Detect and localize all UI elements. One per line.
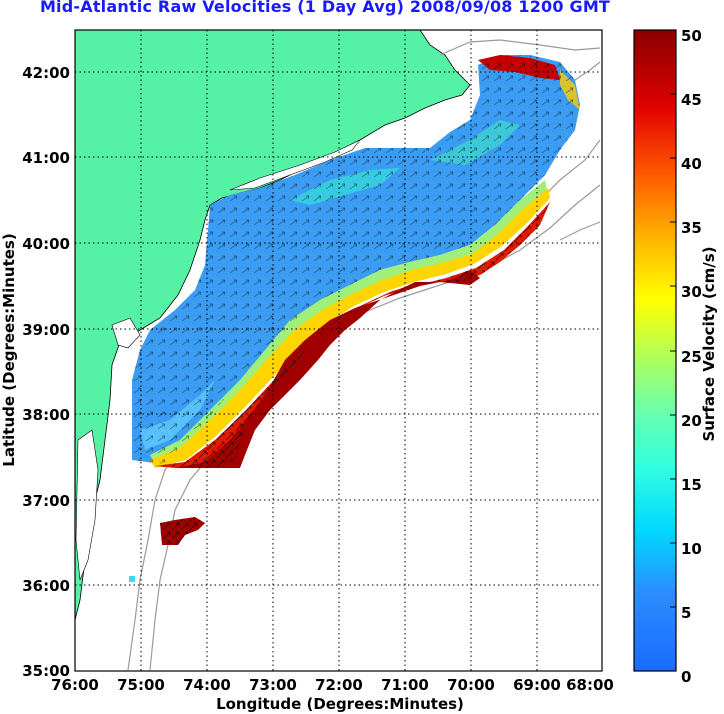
colorbar-tick-label: 45 [681,91,702,109]
y-tick-label: 36:00 [22,577,70,595]
velocity-max-band [175,270,480,468]
y-tick-label: 39:00 [22,321,70,339]
y-tick-label: 38:00 [22,406,70,424]
x-tick-label: 74:00 [183,676,231,694]
x-tick-labels: 76:00 75:00 74:00 73:00 72:00 71:00 70:0… [51,676,614,694]
x-tick-label: 69:00 [513,676,561,694]
y-axis-label: Latitude (Degrees:Minutes) [0,233,18,466]
colorbar-tick-label: 35 [681,219,702,237]
x-axis-label: Longitude (Degrees:Minutes) [216,695,464,713]
plot-frame [74,29,603,672]
colorbar-tick-label: 5 [681,604,691,622]
velocity-isolated-cell [129,576,135,582]
y-tick-label: 42:00 [22,64,70,82]
y-tick-labels: 42:00 41:00 40:00 39:00 38:00 37:00 36:0… [22,64,70,680]
y-tick-label: 40:00 [22,235,70,253]
land-mass [75,30,471,621]
map-title: Mid-Atlantic Raw Velocities (1 Day Avg) … [39,0,611,16]
x-tick-label: 73:00 [249,676,297,694]
x-tick-label: 68:00 [566,676,614,694]
x-tick-label: 76:00 [51,676,99,694]
x-tick-label: 72:00 [315,676,363,694]
colorbar-tick-label: 25 [681,348,702,366]
colorbar-tick-labels: 0 5 10 15 20 25 30 35 40 45 50 [681,27,702,686]
x-tick-label: 71:00 [381,676,429,694]
velocity-yellow-band [150,188,550,468]
x-tick-label: 75:00 [117,676,165,694]
map-grid [75,30,602,671]
delaware-bay [111,317,141,349]
colorbar-tick-label: 0 [681,668,691,686]
chesapeake-bay [75,429,99,581]
colorbar-tick-label: 30 [681,283,702,301]
x-tick-label: 70:00 [447,676,495,694]
y-tick-label: 41:00 [22,149,70,167]
colorbar-tick-label: 20 [681,412,702,430]
colorbar [633,29,677,672]
velocity-arrows-south [160,517,205,545]
colorbar-tick-label: 50 [681,27,702,45]
colorbar-ticks [670,93,676,608]
colorbar-tick-label: 10 [681,540,702,558]
y-tick-label: 37:00 [22,492,70,510]
long-island [229,139,361,191]
colorbar-label: Surface Velocity (cm/s) [700,246,718,441]
colorbar-tick-label: 40 [681,155,702,173]
y-tick-label: 35:00 [22,662,70,680]
colorbar-tick-label: 15 [681,476,702,494]
